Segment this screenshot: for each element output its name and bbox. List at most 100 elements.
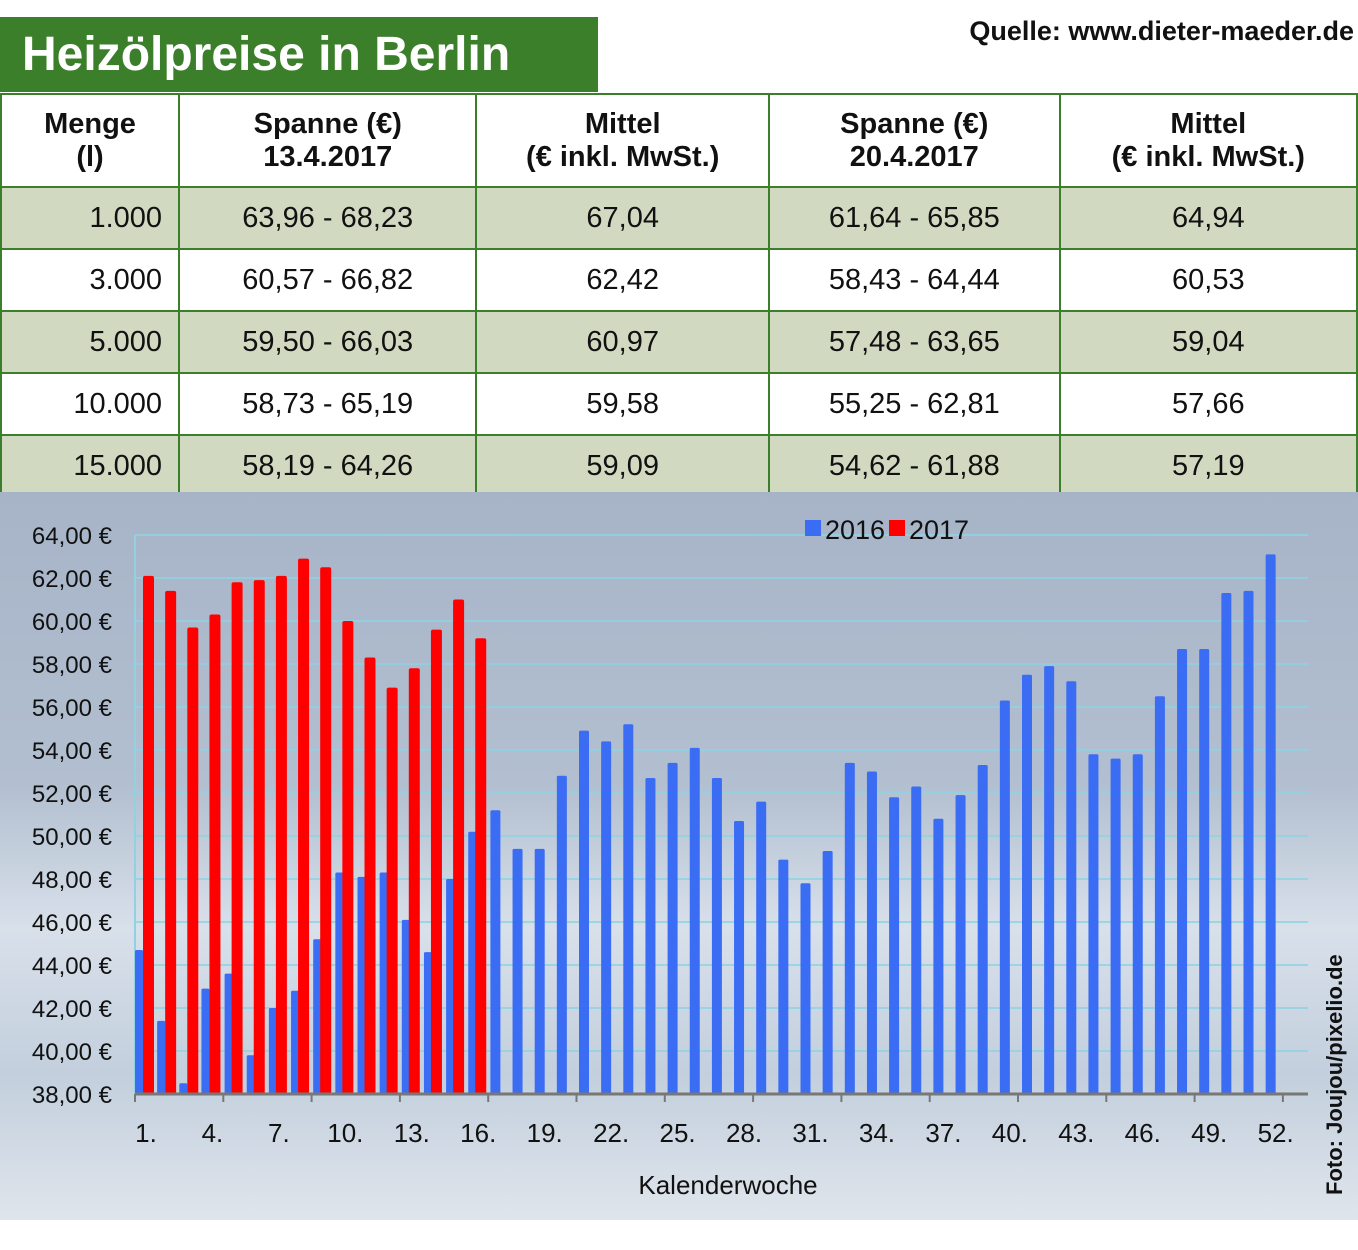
table-cell: 57,66 — [1058, 372, 1358, 436]
bar-2016 — [667, 762, 678, 1094]
table-cell: 59,09 — [475, 434, 770, 498]
table-row: 10.000 58,73 - 65,19 59,58 55,25 - 62,81 57,… — [0, 372, 1358, 436]
y-tick-label: 44,00 € — [32, 953, 113, 980]
bar-2017 — [386, 687, 398, 1094]
header-line: Menge — [44, 107, 136, 140]
x-tick-label: 22. — [593, 1118, 629, 1148]
bar-2016 — [933, 818, 944, 1094]
header-line: Spanne (€) — [253, 107, 402, 140]
column-header: Mittel (€ inkl. MwSt.) — [475, 93, 770, 188]
bar-chart-svg: 38,00 € 40,00 € 42,00 € 44,00 € 46,00 € 48,00… — [32, 515, 1308, 1200]
column-header: Mittel (€ inkl. MwSt.) — [1058, 93, 1358, 188]
x-tick-label: 19. — [527, 1118, 563, 1148]
y-tick-label: 54,00 € — [32, 738, 113, 765]
table-cell: 55,25 - 62,81 — [767, 372, 1061, 436]
bar-2016 — [844, 762, 855, 1094]
header-line: 20.4.2017 — [849, 140, 979, 173]
bar-2016 — [135, 949, 143, 1094]
bar-2017 — [342, 621, 354, 1094]
y-tick-label: 52,00 € — [32, 781, 113, 808]
table-cell: 58,19 - 64,26 — [178, 434, 478, 498]
table-row: 5.000 59,50 - 66,03 60,97 57,48 - 63,65 59,0… — [0, 310, 1358, 374]
bar-2017 — [231, 582, 243, 1094]
column-header: Spanne (€) 13.4.2017 — [178, 93, 478, 188]
bar-2016 — [201, 988, 210, 1094]
x-tick-label: 37. — [925, 1118, 961, 1148]
bar-2017 — [209, 614, 221, 1094]
x-tick-label: 13. — [394, 1118, 430, 1148]
table-cell: 61,64 - 65,85 — [767, 186, 1061, 250]
y-tick-label: 46,00 € — [32, 910, 113, 937]
table-cell: 10.000 — [0, 372, 181, 436]
x-tick-label: 43. — [1058, 1118, 1094, 1148]
bar-2017 — [320, 567, 332, 1094]
x-tick-label: 10. — [327, 1118, 363, 1148]
bar-2016 — [1243, 590, 1254, 1094]
bar-2016 — [1132, 754, 1143, 1094]
bar-2016 — [179, 1083, 188, 1094]
bar-2016 — [534, 848, 545, 1094]
bar-2016 — [977, 765, 988, 1094]
bar-2017 — [364, 657, 376, 1094]
header-line: (€ inkl. MwSt.) — [526, 140, 720, 173]
table-cell: 63,96 - 68,23 — [178, 186, 478, 250]
table-header-row: Menge (l) Spanne (€) 13.4.2017 Mittel (€ inkl… — [0, 93, 1358, 188]
bar-2016 — [800, 883, 811, 1094]
table-cell: 60,97 — [475, 310, 770, 374]
bar-2016 — [1088, 754, 1099, 1094]
bar-2016 — [1066, 681, 1077, 1094]
x-tick-label: 46. — [1125, 1118, 1161, 1148]
table-cell: 5.000 — [0, 310, 181, 374]
bar-2016 — [1177, 648, 1188, 1094]
bar-2017 — [187, 627, 199, 1094]
page-title: Heizölpreise in Berlin — [0, 17, 598, 92]
bar-2016 — [490, 810, 501, 1094]
x-tick-label: 49. — [1191, 1118, 1227, 1148]
table-cell: 15.000 — [0, 434, 181, 498]
table-cell: 57,19 — [1058, 434, 1358, 498]
bar-2017 — [165, 590, 177, 1094]
x-tick-label: 25. — [660, 1118, 696, 1148]
bar-2017 — [275, 575, 287, 1094]
table-row: 3.000 60,57 - 66,82 62,42 58,43 - 64,44 60,5… — [0, 248, 1358, 312]
bar-2017 — [430, 629, 442, 1094]
header-line: (€ inkl. MwSt.) — [1111, 140, 1305, 173]
y-tick-label: 50,00 € — [32, 824, 113, 851]
legend-swatch-2016 — [805, 520, 821, 536]
column-header: Spanne (€) 20.4.2017 — [767, 93, 1061, 188]
header-line: Mittel — [1170, 107, 1247, 140]
bar-2016 — [556, 775, 567, 1094]
bar-2016 — [623, 724, 634, 1094]
bar-2016 — [1044, 666, 1055, 1094]
bar-2016 — [778, 859, 789, 1094]
bar-2016 — [1221, 593, 1232, 1094]
table-cell: 67,04 — [475, 186, 770, 250]
bar-2016 — [889, 797, 900, 1094]
y-tick-label: 64,00 € — [32, 523, 113, 550]
column-header: Menge (l) — [0, 93, 181, 188]
price-chart: 38,00 € 40,00 € 42,00 € 44,00 € 46,00 € 48,00… — [0, 492, 1358, 1220]
bar-2016 — [1110, 758, 1121, 1094]
bar-2016 — [1199, 648, 1210, 1094]
table-cell: 54,62 - 61,88 — [767, 434, 1061, 498]
y-tick-label: 58,00 € — [32, 652, 113, 679]
bar-2017 — [298, 558, 310, 1094]
bar-2016 — [711, 777, 722, 1094]
table-cell: 59,50 - 66,03 — [178, 310, 478, 374]
y-tick-label: 38,00 € — [32, 1082, 113, 1109]
bar-2016 — [866, 771, 877, 1094]
table-row: 1.000 63,96 - 68,23 67,04 61,64 - 65,85 64,9… — [0, 186, 1358, 250]
bar-2017 — [453, 599, 465, 1094]
table-cell: 58,73 - 65,19 — [178, 372, 478, 436]
x-tick-label: 34. — [859, 1118, 895, 1148]
bar-2016 — [579, 730, 589, 1094]
y-tick-label: 48,00 € — [32, 867, 113, 894]
table-cell: 57,48 - 63,65 — [767, 310, 1061, 374]
x-tick-label: 4. — [202, 1118, 224, 1148]
x-tick-label: 16. — [460, 1118, 496, 1148]
table-cell: 62,42 — [475, 248, 770, 312]
price-table: Menge (l) Spanne (€) 13.4.2017 Mittel (€ inkl… — [0, 93, 1358, 498]
bar-2017 — [475, 638, 487, 1094]
y-tick-label: 40,00 € — [32, 1039, 113, 1066]
bar-2016 — [1265, 554, 1276, 1094]
